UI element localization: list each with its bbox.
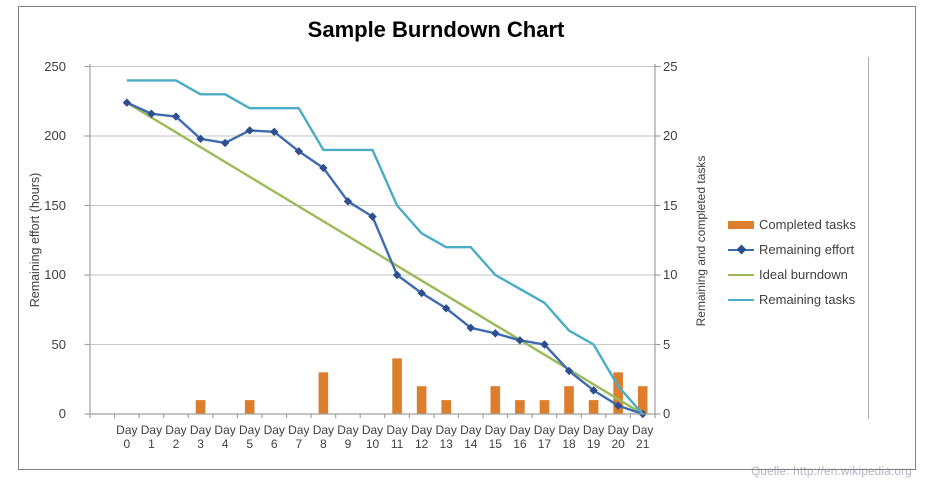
marker-remaining-effort-day-19 bbox=[589, 386, 598, 395]
right-axis-tick-label: 10 bbox=[663, 267, 678, 282]
bar-completed-tasks-day-13 bbox=[441, 400, 451, 414]
bar-completed-tasks-day-11 bbox=[392, 358, 402, 414]
line-remaining-effort bbox=[126, 101, 644, 416]
x-axis-category-label: Day 18 bbox=[558, 423, 580, 451]
x-axis-category-label: Day 11 bbox=[386, 423, 408, 451]
right-axis-title: Remaining and completed tasks bbox=[694, 155, 708, 327]
completed-tasks-swatch-icon bbox=[728, 218, 754, 232]
ideal-burndown-swatch-icon bbox=[728, 268, 754, 282]
x-axis-category-label: Day 7 bbox=[288, 423, 310, 451]
marker-remaining-effort-day-0 bbox=[122, 98, 132, 107]
bar-completed-tasks-day-5 bbox=[244, 400, 255, 414]
marker-remaining-effort-day-9 bbox=[343, 197, 353, 206]
left-axis-tick-label: 100 bbox=[44, 267, 66, 282]
x-axis-category-label: Day 17 bbox=[533, 423, 556, 451]
x-axis-category-label: Day 8 bbox=[312, 423, 335, 451]
x-axis-category-label: Day 10 bbox=[361, 423, 384, 451]
bar-completed-tasks-day-15 bbox=[490, 386, 501, 414]
marker-remaining-effort-day-3 bbox=[196, 134, 205, 143]
left-axis-title: Remaining effort (hours) bbox=[28, 172, 42, 308]
x-axis-category-label: Day 13 bbox=[435, 423, 457, 451]
marker-remaining-effort-day-1 bbox=[147, 109, 156, 118]
marker-remaining-effort-day-17 bbox=[540, 340, 549, 349]
marker-remaining-effort-day-8 bbox=[319, 163, 328, 173]
x-axis-category-label: Day 16 bbox=[509, 423, 531, 451]
right-axis-tick-label: 25 bbox=[663, 58, 678, 74]
marker-remaining-effort-day-6 bbox=[270, 127, 279, 137]
x-axis-category-label: Day 19 bbox=[582, 423, 605, 451]
bar-completed-tasks-day-19 bbox=[588, 400, 599, 414]
bar-completed-tasks-day-18 bbox=[564, 386, 574, 414]
x-axis-category-label: Day 4 bbox=[214, 423, 236, 451]
x-axis-category-label: Day 12 bbox=[410, 423, 433, 451]
marker-remaining-effort-day-14 bbox=[466, 323, 475, 333]
right-axis-tick-label: 15 bbox=[663, 197, 678, 213]
bar-completed-tasks-day-16 bbox=[515, 400, 525, 414]
legend-item-remaining-effort: Remaining effort bbox=[728, 237, 856, 262]
chart-legend: Completed tasks Remaining effort Ideal b… bbox=[728, 212, 856, 312]
marker-remaining-effort-day-16 bbox=[515, 336, 525, 345]
bar-completed-tasks-day-17 bbox=[539, 400, 550, 414]
x-axis-category-label: Day 21 bbox=[632, 423, 654, 451]
legend-item-ideal-burndown: Ideal burndown bbox=[728, 262, 856, 287]
legend-item-remaining-tasks: Remaining tasks bbox=[728, 287, 856, 312]
x-axis-category-label: Day 2 bbox=[165, 423, 187, 451]
marker-remaining-effort-day-10 bbox=[368, 212, 377, 221]
marker-remaining-effort-day-15 bbox=[491, 329, 500, 338]
marker-remaining-effort-day-11 bbox=[392, 270, 402, 280]
right-axis-tick-label: 5 bbox=[663, 336, 671, 352]
source-watermark: Quelle: http://en.wikipedia.org bbox=[751, 466, 912, 478]
left-axis-tick-label: 50 bbox=[51, 336, 66, 352]
left-axis-tick-label: 0 bbox=[58, 406, 66, 421]
x-axis-category-label: Day 0 bbox=[116, 423, 138, 451]
marker-remaining-effort-day-18 bbox=[564, 366, 574, 376]
bar-completed-tasks-day-8 bbox=[318, 372, 329, 414]
remaining-effort-swatch-icon bbox=[728, 243, 754, 257]
right-axis-tick-label: 0 bbox=[663, 406, 671, 421]
right-axis-tick-label: 20 bbox=[663, 128, 678, 143]
marker-remaining-effort-day-4 bbox=[220, 138, 230, 148]
line-ideal-burndown bbox=[126, 101, 644, 416]
marker-remaining-effort-day-20 bbox=[613, 401, 623, 410]
x-axis-category-label: Day 14 bbox=[460, 423, 482, 451]
x-axis-category-label: Day 9 bbox=[337, 423, 359, 451]
marker-remaining-effort-day-12 bbox=[417, 288, 426, 298]
marker-remaining-effort-day-7 bbox=[294, 147, 304, 156]
left-axis-tick-label: 250 bbox=[44, 58, 66, 74]
x-axis-category-label: Day 20 bbox=[607, 423, 629, 451]
left-axis-tick-label: 150 bbox=[44, 197, 66, 213]
marker-remaining-effort-day-13 bbox=[441, 304, 451, 313]
bar-completed-tasks-day-20 bbox=[613, 372, 623, 414]
chart-title: Sample Burndown Chart bbox=[307, 17, 565, 42]
bar-completed-tasks-day-3 bbox=[195, 400, 206, 414]
x-axis-category-label: Day 15 bbox=[484, 423, 506, 451]
legend-label: Completed tasks bbox=[759, 217, 856, 232]
remaining-tasks-swatch-icon bbox=[728, 293, 754, 307]
legend-label: Remaining tasks bbox=[759, 292, 856, 307]
marker-remaining-effort-day-5 bbox=[245, 126, 254, 135]
marker-remaining-effort-day-2 bbox=[171, 112, 181, 121]
left-axis-tick-label: 200 bbox=[44, 128, 66, 143]
bar-completed-tasks-day-12 bbox=[416, 386, 427, 414]
legend-label: Ideal burndown bbox=[759, 267, 848, 282]
x-axis-category-label: Day 1 bbox=[140, 423, 163, 451]
bar-completed-tasks-day-21 bbox=[637, 386, 648, 414]
right-divider-line bbox=[868, 57, 869, 419]
x-axis-category-label: Day 3 bbox=[189, 423, 212, 451]
x-axis-category-label: Day 6 bbox=[263, 423, 285, 451]
legend-label: Remaining effort bbox=[759, 242, 855, 257]
x-axis-category-label: Day 5 bbox=[239, 423, 261, 451]
line-remaining-tasks bbox=[126, 79, 644, 415]
legend-item-completed-tasks: Completed tasks bbox=[728, 212, 856, 237]
